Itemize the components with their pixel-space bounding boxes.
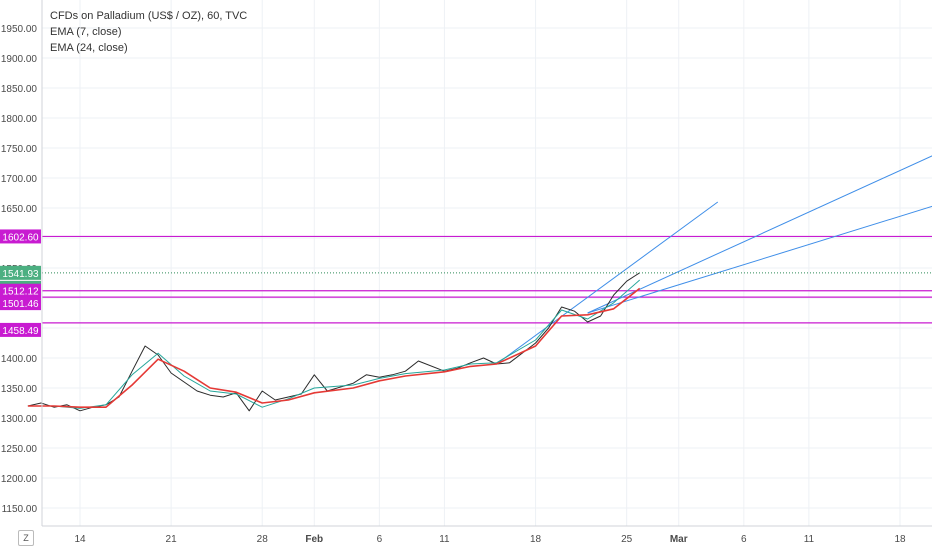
ema7-series-line [27, 279, 641, 409]
level-badge-bg [0, 322, 41, 337]
trend-line [587, 205, 932, 314]
last-price-badge: 1541.93 [2, 269, 39, 280]
x-tick-label[interactable]: 14 [74, 534, 86, 545]
y-tick-label[interactable]: 1200.00 [1, 474, 38, 485]
y-tick-label[interactable]: 1350.00 [1, 384, 38, 395]
y-tick-label[interactable]: 1950.00 [1, 24, 38, 35]
trend-line [587, 155, 932, 314]
x-tick-label[interactable]: 6 [377, 534, 383, 545]
y-tick-label[interactable]: 1650.00 [1, 204, 38, 215]
last-price-badge-bg [0, 265, 41, 280]
y-tick-label[interactable]: 1850.00 [1, 84, 38, 95]
level-badge: 1512.12 [2, 287, 39, 298]
level-badge: 1501.46 [2, 299, 39, 310]
x-tick-label[interactable]: 6 [741, 534, 747, 545]
y-axis[interactable]: 1150.00 1200.00 1250.00 1300.00 1350.00 1400.… [1, 0, 43, 526]
ema24-label[interactable]: EMA (24, close) [50, 42, 128, 54]
ema24-series-line [27, 287, 641, 409]
y-tick-label[interactable]: 1250.00 [1, 444, 38, 455]
series [27, 272, 641, 412]
y-tick-label[interactable]: 1800.00 [1, 114, 38, 125]
horizontal-levels [42, 235, 932, 324]
symbol-title[interactable]: CFDs on Palladium (US$ / OZ), 60, TVC [50, 10, 248, 22]
ema7-label[interactable]: EMA (7, close) [50, 26, 122, 38]
x-tick-label[interactable]: 25 [621, 534, 633, 545]
x-tick-label[interactable]: 21 [166, 534, 178, 545]
x-tick-label[interactable]: Mar [670, 534, 688, 545]
chart-legend: CFDs on Palladium (US$ / OZ), 60, TVC EM… [50, 8, 247, 56]
x-axis[interactable]: 14 21 28 Feb 6 11 18 25 Mar 6 11 18 [42, 525, 932, 545]
level-badge-bg [0, 296, 41, 311]
y-tick-label[interactable]: 1750.00 [1, 144, 38, 155]
x-tick-label[interactable]: Feb [305, 534, 323, 545]
level-badge-bg [0, 283, 41, 298]
grid [42, 0, 932, 526]
y-tick-label[interactable]: 1400.00 [1, 354, 38, 365]
level-badge: 1602.60 [2, 232, 39, 243]
zoom-button[interactable]: Z [18, 530, 34, 546]
y-tick-label[interactable]: 1700.00 [1, 174, 38, 185]
x-tick-label[interactable]: 11 [804, 534, 815, 545]
y-tick-label[interactable]: 1300.00 [1, 414, 38, 425]
trend-lines [496, 155, 932, 365]
y-tick-label[interactable]: 1900.00 [1, 54, 38, 65]
x-tick-label[interactable]: 11 [439, 534, 450, 545]
x-tick-label[interactable]: 18 [530, 534, 542, 545]
price-series-line [27, 272, 640, 412]
trend-line [496, 201, 719, 365]
x-tick-label[interactable]: 18 [894, 534, 906, 545]
x-tick-label[interactable]: 28 [257, 534, 269, 545]
y-tick-label[interactable]: 1150.00 [2, 504, 38, 515]
level-badge-bg [0, 229, 41, 244]
level-badge: 1458.49 [2, 326, 39, 337]
